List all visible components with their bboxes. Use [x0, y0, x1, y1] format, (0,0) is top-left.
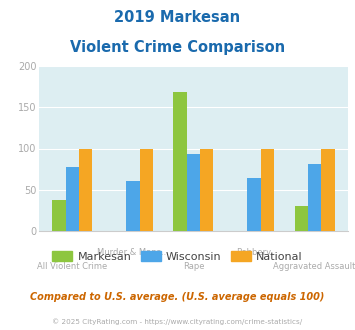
- Text: Violent Crime Comparison: Violent Crime Comparison: [70, 40, 285, 54]
- Bar: [79, 148, 92, 231]
- Bar: [321, 148, 334, 231]
- Legend: Markesan, Wisconsin, National: Markesan, Wisconsin, National: [48, 247, 307, 267]
- Text: Compared to U.S. average. (U.S. average equals 100): Compared to U.S. average. (U.S. average …: [30, 292, 325, 302]
- Bar: [140, 148, 153, 231]
- Bar: [53, 200, 66, 231]
- Bar: [66, 167, 79, 231]
- Text: Robbery: Robbery: [236, 248, 272, 257]
- Text: Murder & Mans...: Murder & Mans...: [97, 248, 169, 257]
- Bar: [174, 92, 187, 231]
- Bar: [126, 181, 140, 231]
- Bar: [295, 206, 308, 231]
- Text: Rape: Rape: [183, 262, 204, 271]
- Bar: [308, 164, 321, 231]
- Text: Aggravated Assault: Aggravated Assault: [273, 262, 355, 271]
- Bar: [200, 148, 213, 231]
- Bar: [247, 178, 261, 231]
- Text: 2019 Markesan: 2019 Markesan: [114, 10, 241, 25]
- Bar: [187, 154, 200, 231]
- Text: All Violent Crime: All Violent Crime: [37, 262, 108, 271]
- Text: © 2025 CityRating.com - https://www.cityrating.com/crime-statistics/: © 2025 CityRating.com - https://www.city…: [53, 318, 302, 325]
- Bar: [261, 148, 274, 231]
